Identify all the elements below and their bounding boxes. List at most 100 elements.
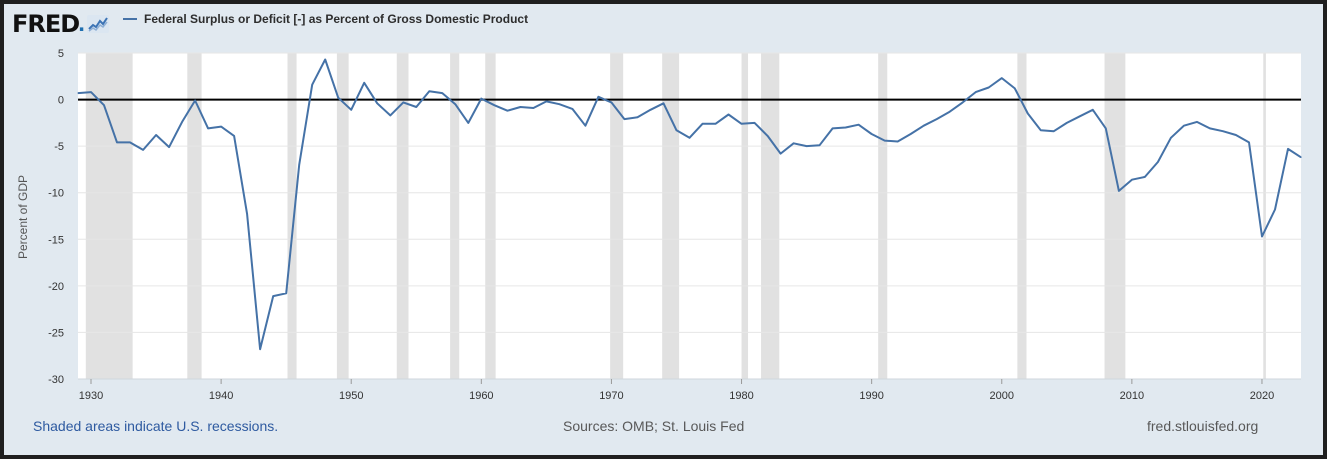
- legend-swatch: [123, 18, 137, 20]
- recession-band: [761, 53, 780, 379]
- x-tick-label: 1990: [859, 390, 883, 402]
- recession-band: [85, 53, 133, 379]
- data-point: [1170, 137, 1172, 139]
- data-point: [233, 135, 235, 137]
- recession-band: [741, 53, 749, 379]
- data-point: [949, 111, 951, 113]
- recession-band: [1104, 53, 1126, 379]
- data-point: [1079, 115, 1081, 117]
- fred-logo[interactable]: FRED .: [12, 9, 109, 39]
- legend[interactable]: Federal Surplus or Deficit [-] as Percen…: [123, 12, 528, 26]
- recession-band: [610, 53, 624, 379]
- data-point: [324, 58, 326, 61]
- data-point: [376, 102, 378, 104]
- fred-logo-dot: .: [78, 10, 85, 37]
- data-point: [884, 139, 886, 142]
- x-axis-ticks: 1930 1940 1950 1960 1970 1980 1990 2000 2010 2020: [78, 378, 1301, 402]
- y-tick-label: 0: [58, 95, 64, 107]
- data-point: [207, 127, 209, 130]
- data-point: [1235, 134, 1237, 136]
- recession-shading: [78, 53, 1301, 379]
- x-tick-label: 1940: [209, 390, 233, 402]
- data-point: [923, 125, 925, 127]
- plot-area: [78, 53, 1301, 379]
- recession-band: [878, 53, 888, 379]
- x-tick-label: 1980: [729, 390, 753, 402]
- data-point: [506, 110, 508, 112]
- y-tick-label: -5: [54, 141, 64, 153]
- data-point: [1040, 129, 1042, 131]
- data-point: [1014, 87, 1016, 89]
- data-point: [701, 123, 704, 125]
- data-point: [819, 144, 821, 146]
- data-point: [441, 92, 443, 94]
- data-point: [1209, 127, 1211, 130]
- data-point: [467, 122, 469, 124]
- data-point: [1300, 156, 1302, 158]
- data-point: [272, 295, 274, 297]
- data-point: [337, 97, 339, 99]
- recession-band: [485, 53, 496, 379]
- data-point: [285, 292, 287, 294]
- data-point: [740, 123, 743, 125]
- data-point: [493, 104, 495, 106]
- data-point: [1157, 161, 1159, 163]
- sparkline-icon: [86, 15, 109, 33]
- data-point: [1105, 127, 1107, 130]
- data-point: [194, 99, 196, 102]
- recession-band: [336, 53, 349, 379]
- data-point: [779, 152, 782, 155]
- data-point: [858, 124, 860, 126]
- recession-band: [396, 53, 409, 379]
- data-point: [220, 125, 222, 128]
- data-point: [610, 101, 613, 103]
- data-point: [871, 133, 873, 135]
- data-point: [454, 103, 456, 105]
- series-layer: [77, 58, 1302, 351]
- data-point: [753, 122, 756, 124]
- data-point: [962, 101, 964, 103]
- data-point: [1118, 190, 1120, 192]
- x-tick-label: 1970: [599, 390, 623, 402]
- recession-band: [450, 53, 460, 379]
- data-point: [766, 135, 769, 137]
- data-point: [688, 137, 691, 139]
- y-tick-label: -30: [48, 374, 64, 386]
- data-point: [246, 213, 248, 215]
- x-tick-label: 2010: [1120, 390, 1144, 402]
- sources-text: Sources: OMB; St. Louis Fed: [563, 418, 745, 434]
- y-tick-label: -15: [48, 234, 64, 246]
- data-point: [936, 118, 938, 120]
- x-tick-label: 2020: [1250, 390, 1274, 402]
- recession-note: Shaded areas indicate U.S. recessions.: [33, 418, 279, 434]
- data-point: [103, 104, 105, 106]
- data-point: [792, 142, 795, 144]
- data-point: [90, 91, 92, 93]
- legend-label: Federal Surplus or Deficit [-] as Percen…: [144, 12, 529, 26]
- x-tick-label: 1950: [339, 390, 363, 402]
- data-point: [636, 116, 639, 118]
- data-point: [584, 125, 587, 127]
- data-point: [1248, 141, 1250, 144]
- data-point: [389, 114, 391, 117]
- data-point: [545, 100, 547, 103]
- data-point: [975, 91, 977, 93]
- data-point: [1183, 125, 1185, 127]
- data-point: [727, 113, 730, 116]
- data-point: [363, 82, 365, 84]
- data-point: [1274, 208, 1276, 211]
- fred-logo-text: FRED: [12, 10, 80, 38]
- x-tick-label: 2000: [990, 390, 1014, 402]
- data-point: [1092, 109, 1094, 111]
- data-point: [675, 129, 678, 131]
- data-point: [428, 90, 430, 92]
- data-point: [1001, 77, 1003, 79]
- data-point: [1053, 130, 1055, 132]
- site-link[interactable]: fred.stlouisfed.org: [1147, 418, 1259, 434]
- y-tick-label: -25: [48, 327, 64, 339]
- data-point: [1131, 179, 1133, 181]
- data-point: [1066, 122, 1068, 124]
- data-point: [155, 134, 157, 136]
- data-point: [1196, 121, 1198, 123]
